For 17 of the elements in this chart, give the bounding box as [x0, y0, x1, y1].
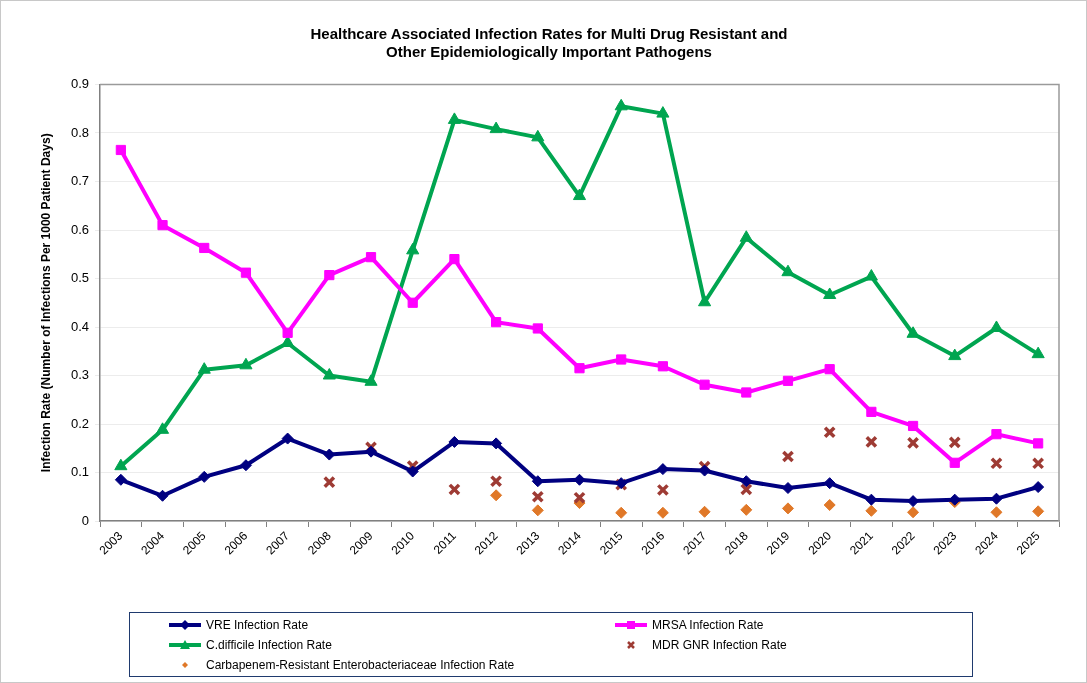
legend-label: MRSA Infection Rate: [652, 617, 764, 632]
y-tick-label: 0.7: [70, 173, 89, 189]
y-tick-label: 0.2: [70, 415, 89, 431]
y-tick-label: 0.5: [70, 270, 89, 286]
legend-label: C.difficile Infection Rate: [206, 637, 332, 652]
y-tick-label: 0.8: [70, 124, 89, 140]
legend-label: Carbapenem-Resistant Enterobacteriaceae Infection Rate: [206, 657, 515, 672]
y-axis-title: Infection Rate (Number of Infections Per 1000 Patient Days): [38, 133, 53, 473]
chart-title: Healthcare Associated Infection Rates for Multi Drug Resistant and Other Epidemiologically Important Pathogens: [310, 24, 788, 61]
y-tick-label: 0.9: [70, 76, 89, 92]
y-tick-label: 0.3: [70, 367, 89, 383]
y-tick-label: 0.4: [70, 318, 89, 334]
legend-label: MDR GNR Infection Rate: [652, 637, 787, 652]
legend-label: VRE Infection Rate: [206, 617, 309, 632]
y-tick-label: 0.6: [70, 221, 89, 237]
y-tick-label: 0: [81, 512, 89, 528]
y-tick-label: 0.1: [70, 464, 89, 480]
